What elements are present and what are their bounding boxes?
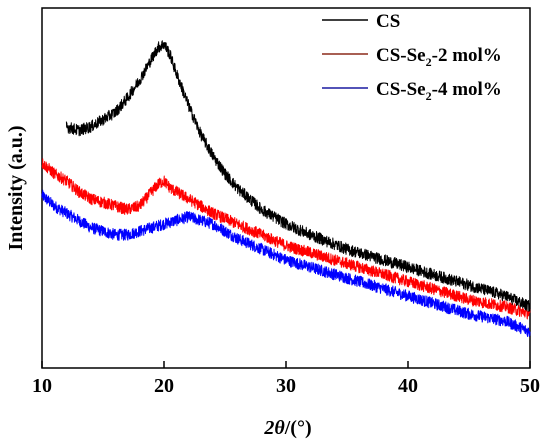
x-tick-label: 10 — [32, 375, 52, 397]
x-tick-label: 20 — [154, 375, 174, 397]
series-line-2 — [41, 189, 531, 338]
x-tick-label: 30 — [276, 375, 296, 397]
x-axis-unit: /(°) — [284, 417, 312, 439]
ticks-layer: 10 20 30 40 50 — [32, 361, 540, 397]
x-tick-label: 40 — [398, 375, 418, 397]
y-axis-title: Intensity (a.u.) — [5, 125, 27, 250]
x-axis-symbol: 2θ — [263, 417, 285, 439]
legend: CS CS-Se2-2 mol% CS-Se2-4 mol% — [322, 11, 502, 103]
x-tick-label: 50 — [520, 375, 540, 397]
legend-label-1: CS-Se2-2 mol% — [376, 45, 502, 69]
legend-label-2: CS-Se2-4 mol% — [376, 79, 502, 103]
series-layer — [41, 40, 531, 338]
series-line-0 — [65, 40, 531, 312]
legend-label-0: CS — [376, 11, 400, 32]
x-axis-title: 2θ/(°) — [263, 417, 311, 439]
series-line-1 — [41, 158, 531, 320]
